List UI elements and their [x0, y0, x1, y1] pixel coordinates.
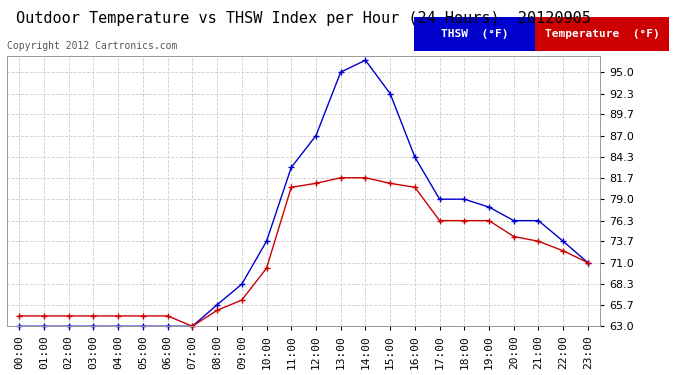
Text: THSW  (°F): THSW (°F) — [441, 29, 508, 39]
Text: Temperature  (°F): Temperature (°F) — [544, 29, 660, 39]
Text: Copyright 2012 Cartronics.com: Copyright 2012 Cartronics.com — [7, 41, 177, 51]
Text: Outdoor Temperature vs THSW Index per Hour (24 Hours)  20120905: Outdoor Temperature vs THSW Index per Ho… — [16, 11, 591, 26]
